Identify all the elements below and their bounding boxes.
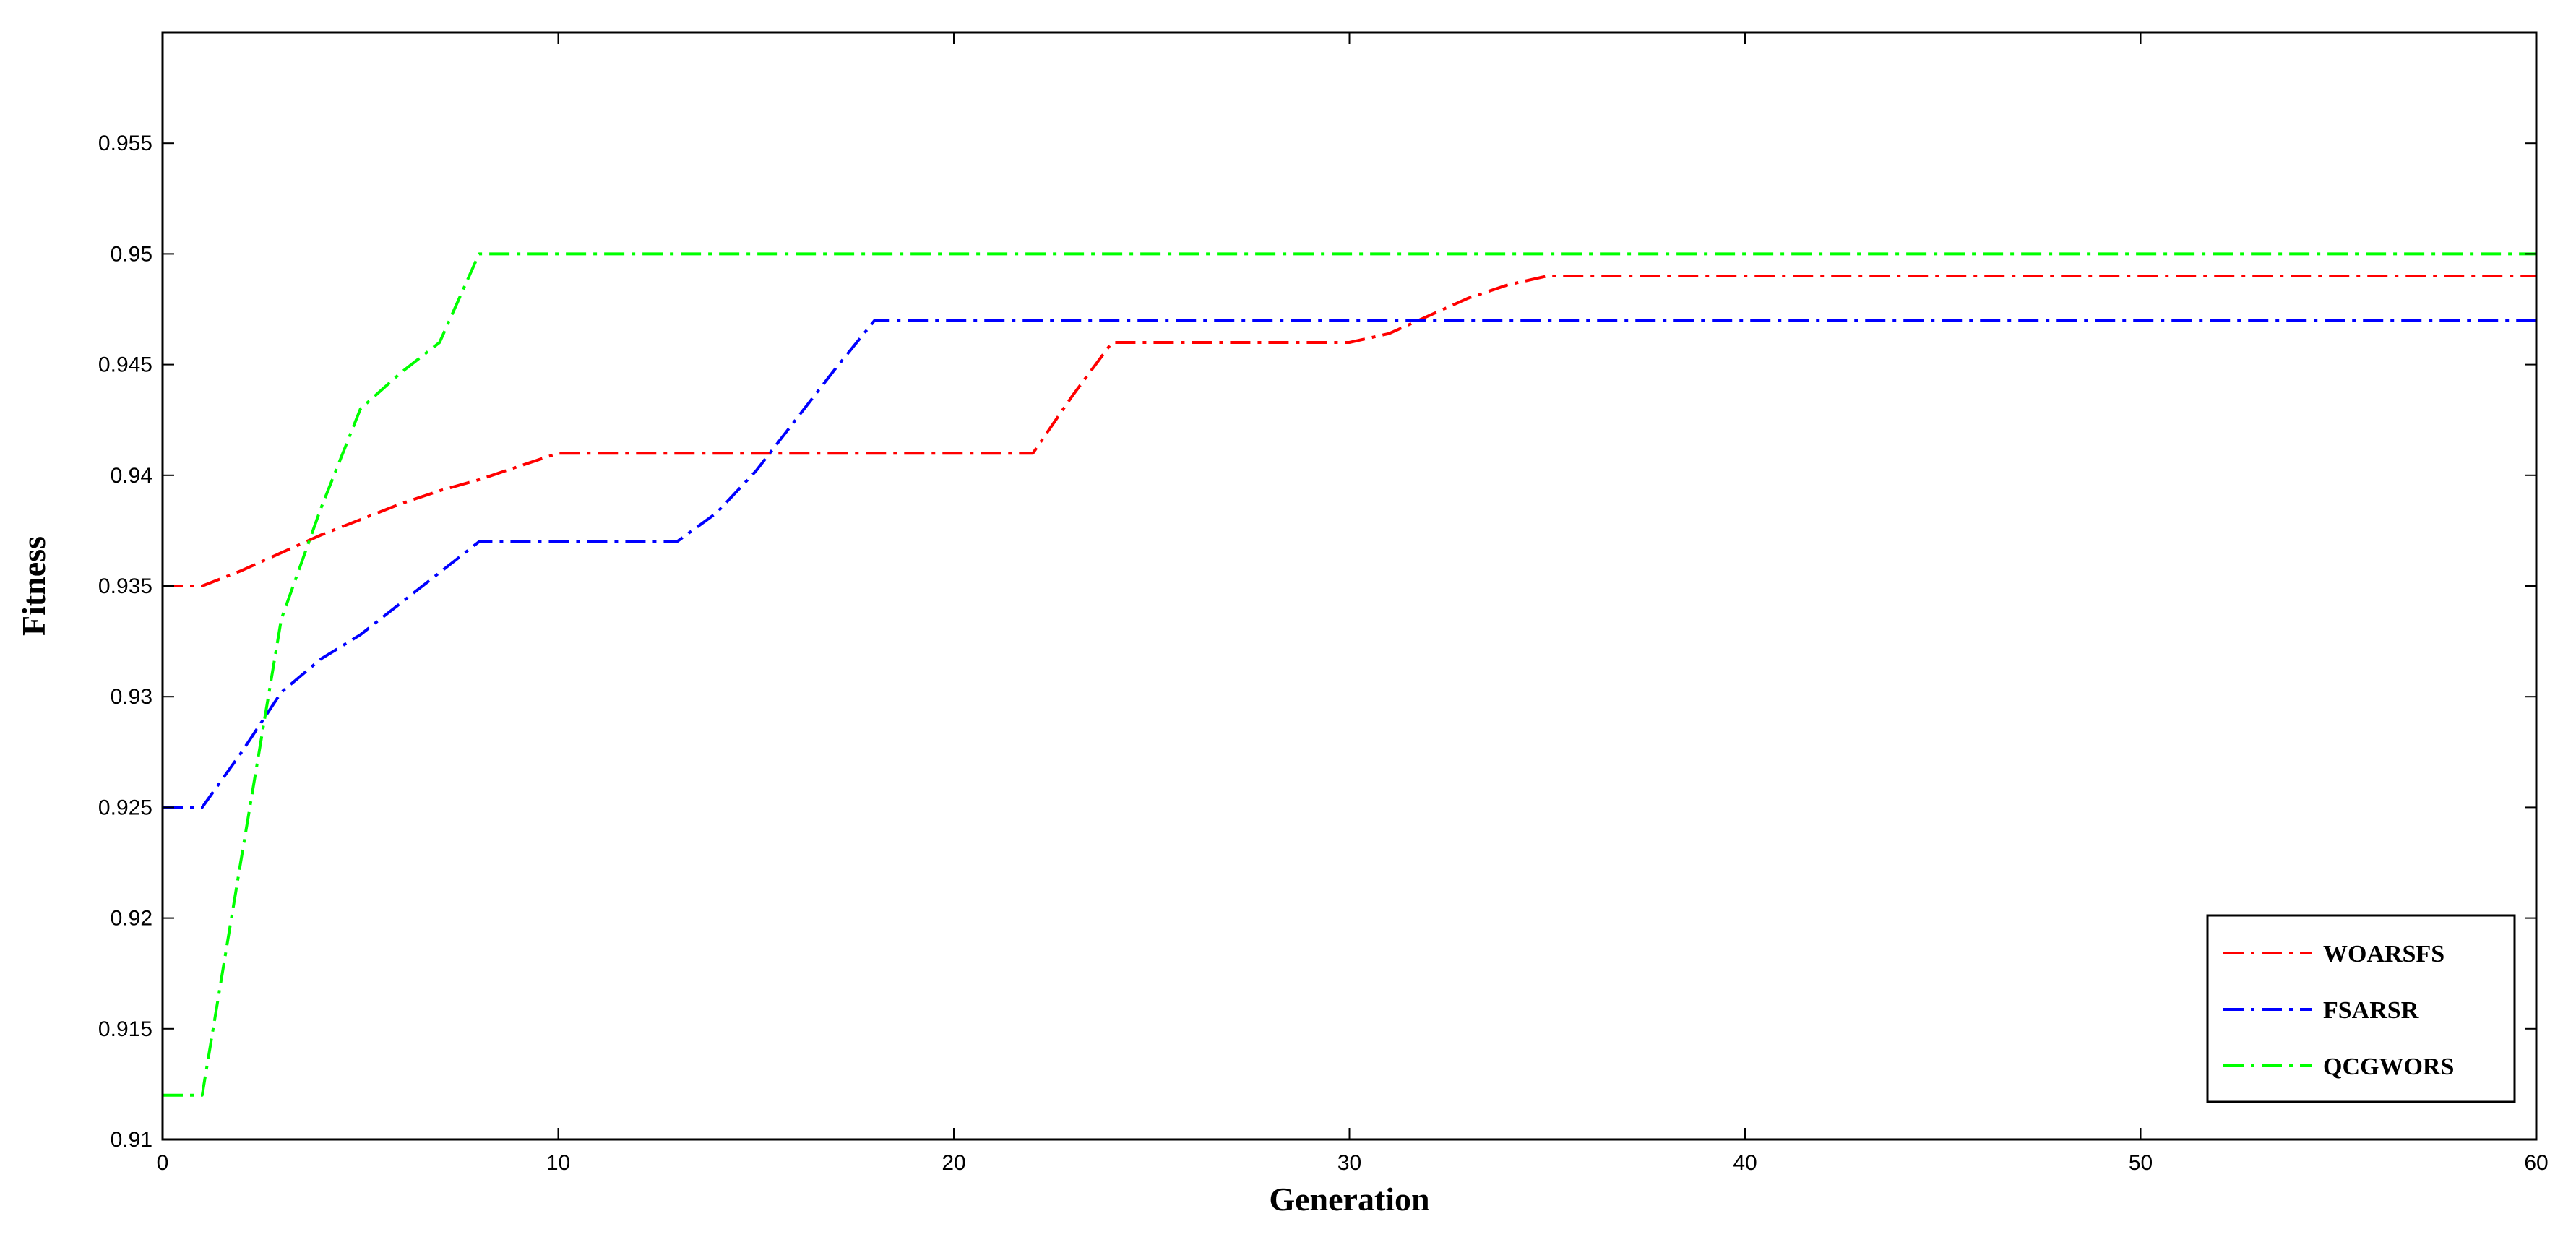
series-line-woarsfs: [163, 275, 2536, 587]
series-line-fsarsr: [163, 319, 2536, 809]
x-tick-label: 50: [2129, 1151, 2153, 1175]
y-tick-label: 0.95: [111, 242, 152, 266]
y-tick-label: 0.945: [98, 353, 152, 377]
legend-label-fsarsr: FSARSR: [2323, 997, 2419, 1024]
x-axis-title: Generation: [1269, 1181, 1429, 1217]
legend-label-woarsfs: WOARSFS: [2323, 941, 2444, 967]
y-axis-title: Fitness: [15, 536, 52, 636]
y-tick-label: 0.93: [111, 685, 152, 709]
y-tick-label: 0.91: [111, 1128, 152, 1152]
y-tick-label: 0.955: [98, 132, 152, 155]
legend-box: [2206, 914, 2516, 1103]
x-tick-label: 40: [1733, 1151, 1757, 1175]
y-tick-label: 0.935: [98, 574, 152, 598]
x-tick-label: 10: [546, 1151, 570, 1175]
y-tick-label: 0.925: [98, 796, 152, 819]
legend-label-qcgwors: QCGWORS: [2323, 1053, 2454, 1080]
x-tick-label: 60: [2524, 1151, 2548, 1175]
x-tick-label: 0: [157, 1151, 169, 1175]
tick-layer: 0 10 20 30 40 50 60 0.91 0.915 0.92 0.925 0.93 0.935…: [98, 33, 2549, 1175]
x-tick-label: 20: [942, 1151, 965, 1175]
y-tick-label: 0.92: [111, 907, 152, 931]
legend: WOARSFS FSARSR QCGWORS: [2206, 914, 2516, 1103]
y-tick-label: 0.915: [98, 1017, 152, 1041]
series-layer: [163, 252, 2536, 1097]
y-tick-label: 0.94: [111, 464, 152, 488]
x-tick-label: 30: [1337, 1151, 1361, 1175]
series-line-qcgwors: [163, 252, 2536, 1097]
